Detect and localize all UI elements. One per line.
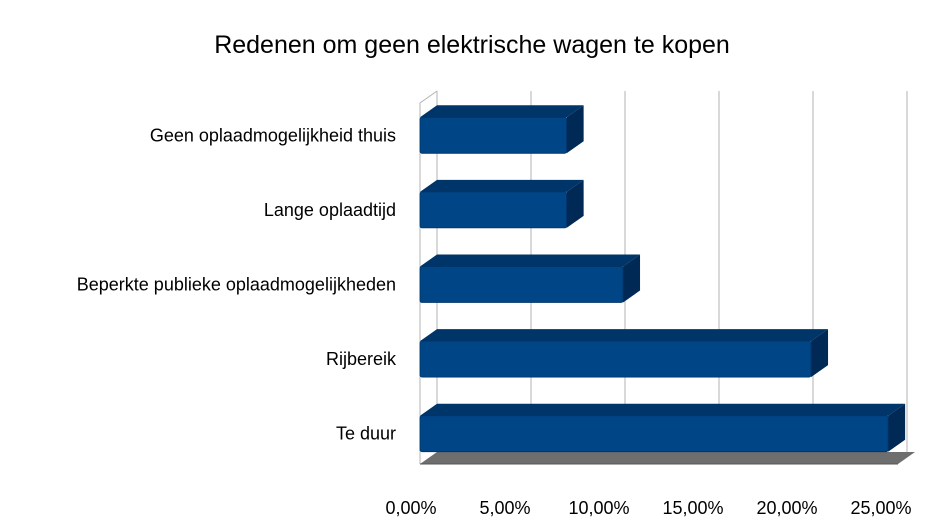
x-tick-labels: 0,00% 5,00% 10,00% 15,00% 20,00% 25,00% [385,498,911,518]
bar [419,179,584,229]
category-label: Te duur [336,424,396,444]
bar-side [888,403,906,452]
bar-side [566,179,584,228]
bar-front [419,116,568,154]
bar-top [420,403,906,416]
bar-front [419,191,568,229]
bar-front [419,266,624,303]
bar-side [811,329,829,378]
bar-top [420,105,584,118]
category-label: Beperkte publieke oplaadmogelijkheden [77,275,396,295]
bars [419,105,906,453]
bar-front [419,415,889,453]
bar-front [419,340,812,378]
bar [419,329,829,378]
category-labels: Geen oplaadmogelijkheid thuis Lange oplaa… [77,125,397,443]
x-tick-label: 20,00% [756,498,817,518]
bar-top [420,254,641,267]
x-tick-label: 10,00% [568,498,629,518]
x-tick-label: 0,00% [385,498,436,518]
bar-side [623,254,641,303]
bar [419,254,641,303]
category-label: Rijbereik [326,349,397,369]
bar [419,105,584,154]
chart-title: Redenen om geen elektrische wagen te kop… [214,31,730,59]
bar-top [420,179,584,192]
bar-side [566,105,584,154]
category-label: Lange oplaadtijd [264,200,396,220]
floor-plane [420,452,915,464]
x-tick-label: 5,00% [479,498,530,518]
x-tick-label: 15,00% [662,498,723,518]
category-label: Geen oplaadmogelijkheid thuis [150,125,396,145]
bar [419,403,906,453]
chart-floor [420,452,915,465]
bar-top [420,329,829,342]
x-tick-label: 25,00% [850,498,911,518]
